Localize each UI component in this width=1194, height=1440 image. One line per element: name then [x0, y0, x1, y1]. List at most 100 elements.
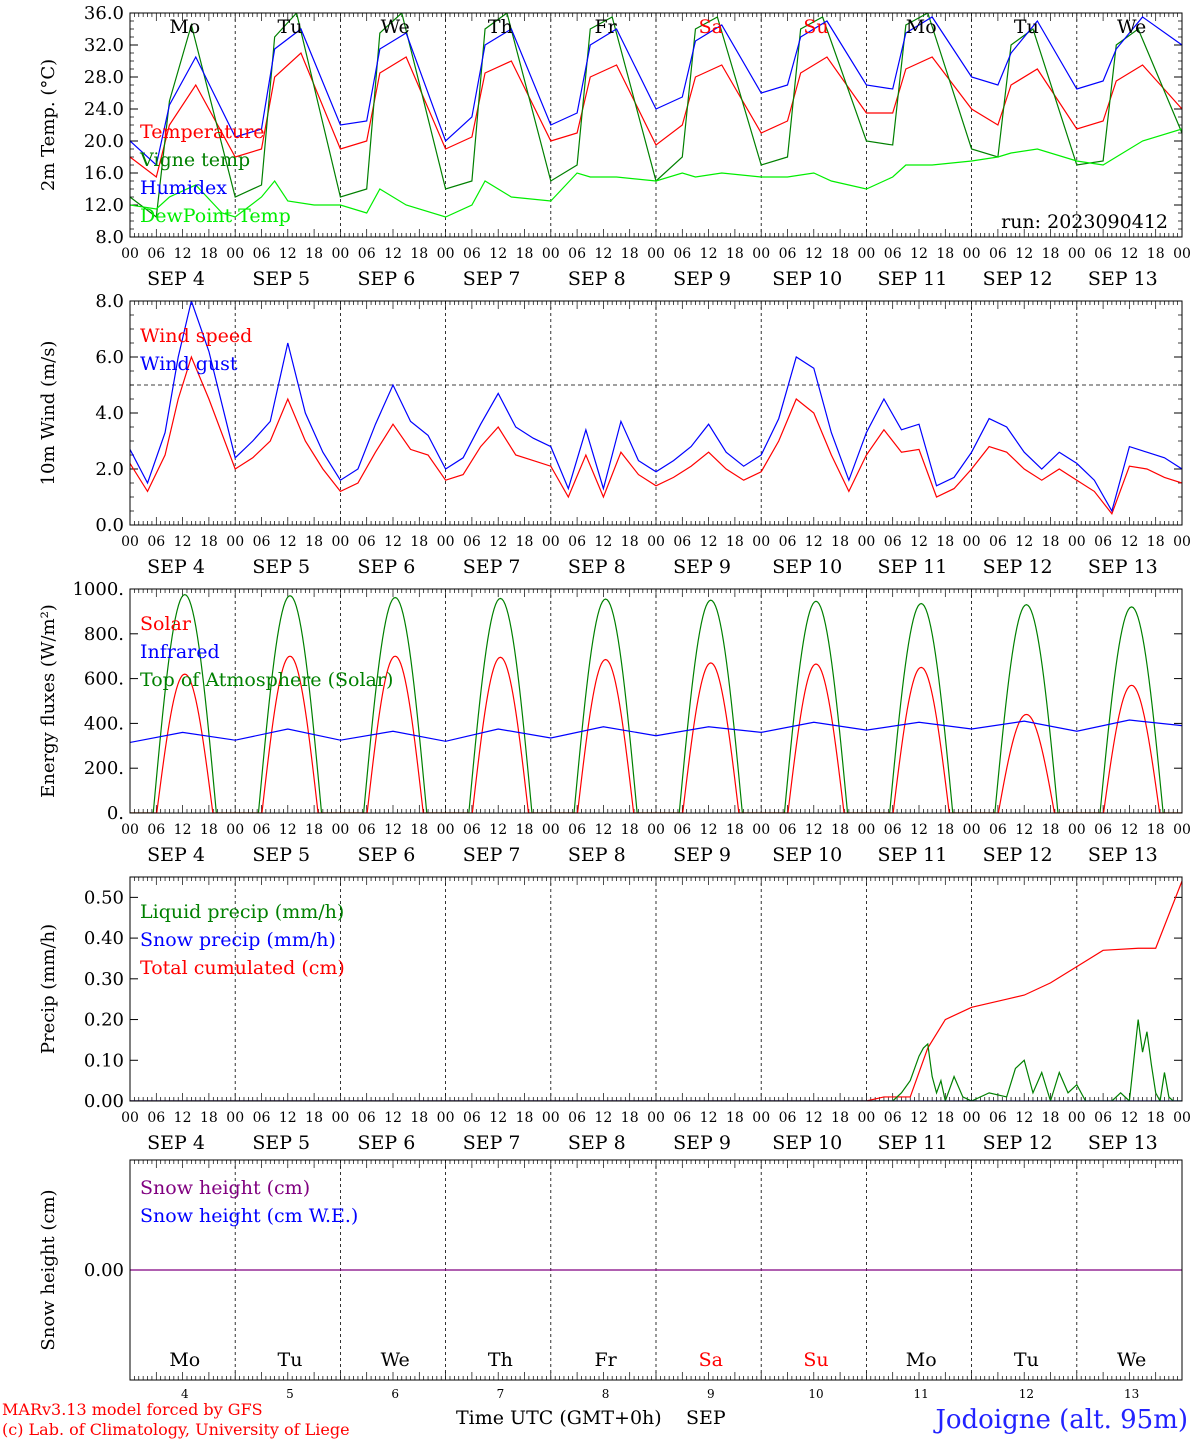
date-label: SEP 12	[983, 844, 1053, 866]
date-label: SEP 10	[772, 1132, 842, 1154]
hour-tick-label: 12	[489, 1110, 507, 1126]
weekday-label: We	[381, 16, 410, 38]
hour-tick-label: 06	[989, 822, 1007, 838]
hour-tick-label: 00	[1068, 534, 1086, 550]
date-label: SEP 5	[252, 844, 310, 866]
legend-entry: Humidex	[140, 177, 227, 199]
date-label: SEP 8	[568, 844, 626, 866]
hour-tick-label: 06	[358, 1110, 376, 1126]
day-number-label: 9	[707, 1387, 715, 1401]
date-label: SEP 12	[983, 556, 1053, 578]
y-tick-label: 0.	[107, 803, 124, 824]
hour-tick-label: 00	[963, 1110, 981, 1126]
day-number-label: 12	[1019, 1387, 1034, 1401]
hour-tick-label: 18	[1042, 1110, 1060, 1126]
hour-tick-label: 18	[831, 534, 849, 550]
hour-tick-label: 00	[121, 534, 139, 550]
x-ticks	[129, 301, 1183, 525]
hour-tick-label: 18	[936, 822, 954, 838]
hour-tick-label: 06	[673, 1110, 691, 1126]
hour-tick-label: 06	[884, 246, 902, 262]
weekday-label: Mo	[169, 16, 200, 38]
weekday-label: Tu	[1014, 1349, 1039, 1371]
hour-tick-label: 12	[279, 822, 297, 838]
legend-entry: DewPoint Temp	[140, 205, 291, 227]
hour-tick-label: 06	[779, 822, 797, 838]
hour-tick-label: 12	[700, 822, 718, 838]
hour-tick-label: 12	[1015, 246, 1033, 262]
hour-tick-label: 12	[700, 534, 718, 550]
hour-tick-label: 06	[463, 1110, 481, 1126]
temp-series	[130, 13, 1182, 219]
date-label: SEP 4	[147, 1132, 205, 1154]
hour-tick-label: 00	[1068, 822, 1086, 838]
hour-tick-label: 00	[857, 534, 875, 550]
series-dewpoint-temp	[130, 128, 1182, 218]
plot-frame	[129, 1159, 1183, 1381]
hour-tick-label: 00	[437, 822, 455, 838]
x-ticks	[129, 589, 1183, 813]
date-label: SEP 7	[463, 268, 521, 290]
hour-tick-label: 00	[1173, 534, 1191, 550]
hour-tick-label: 18	[726, 534, 744, 550]
day-number-label: 13	[1124, 1387, 1139, 1401]
hour-tick-label: 18	[516, 246, 534, 262]
day-number-label: 6	[391, 1387, 399, 1401]
hour-tick-label: 18	[305, 822, 323, 838]
day-number-label: 7	[497, 1387, 505, 1401]
hour-tick-label: 12	[910, 822, 928, 838]
date-label: SEP 8	[568, 1132, 626, 1154]
legend-entry: Snow height (cm)	[140, 1177, 310, 1199]
hour-tick-label: 00	[331, 534, 349, 550]
hour-tick-label: 18	[726, 822, 744, 838]
hour-tick-label: 12	[594, 246, 612, 262]
weekday-label: Mo	[906, 1349, 937, 1371]
hour-tick-label: 06	[147, 1110, 165, 1126]
date-label: SEP 13	[1088, 1132, 1158, 1154]
date-label: SEP 4	[147, 844, 205, 866]
hour-tick-label: 06	[1094, 822, 1112, 838]
date-label: SEP 6	[358, 844, 416, 866]
hour-tick-label: 06	[884, 1110, 902, 1126]
hour-tick-label: 00	[1173, 822, 1191, 838]
y-tick-label: 0.40	[84, 928, 124, 949]
y-tick-label: 0.10	[84, 1050, 124, 1071]
series-solar	[130, 655, 1182, 813]
month-label: SEP	[686, 1407, 726, 1429]
hour-tick-label: 00	[1068, 246, 1086, 262]
temp-panel: 8.0 12.0 16.0 20.0 24.0 28.0 32.0 36.0 2m Temp. …	[38, 3, 1191, 290]
hour-tick-label: 06	[253, 822, 271, 838]
day-number-label: 4	[181, 1387, 189, 1401]
date-label: SEP 6	[358, 268, 416, 290]
hour-tick-label: 12	[279, 1110, 297, 1126]
hour-tick-label: 12	[910, 246, 928, 262]
hour-tick-label: 18	[726, 1110, 744, 1126]
series-wind-gust	[130, 301, 1182, 513]
hour-tick-label: 18	[621, 534, 639, 550]
hour-tick-label: 12	[910, 534, 928, 550]
station-title: Jodoigne (alt. 95m)	[932, 1405, 1188, 1435]
hour-tick-label: 06	[147, 822, 165, 838]
hour-tick-label: 06	[989, 246, 1007, 262]
y-tick-label: 8.0	[95, 227, 124, 248]
hour-tick-label: 12	[700, 1110, 718, 1126]
hour-tick-label: 06	[884, 822, 902, 838]
weekday-label: Mo	[169, 1349, 200, 1371]
hour-tick-label: 12	[594, 534, 612, 550]
hour-tick-label: 18	[516, 1110, 534, 1126]
date-label: SEP 5	[252, 556, 310, 578]
date-label: SEP 12	[983, 268, 1053, 290]
hour-tick-label: 06	[463, 246, 481, 262]
hour-tick-label: 12	[489, 822, 507, 838]
date-label: SEP 7	[463, 844, 521, 866]
hour-tick-label: 12	[594, 822, 612, 838]
hour-tick-label: 12	[805, 822, 823, 838]
hour-tick-label: 18	[1147, 822, 1165, 838]
plot-frame	[129, 876, 1183, 1102]
y-axis-label: Precip (mm/h)	[38, 924, 59, 1054]
y-tick-label: 32.0	[84, 35, 124, 56]
series-total-cumulated-cm	[130, 880, 1182, 1101]
hour-tick-label: 18	[410, 246, 428, 262]
weekday-label: Sa	[699, 1349, 723, 1371]
y-tick-label: 1000.	[72, 579, 124, 600]
